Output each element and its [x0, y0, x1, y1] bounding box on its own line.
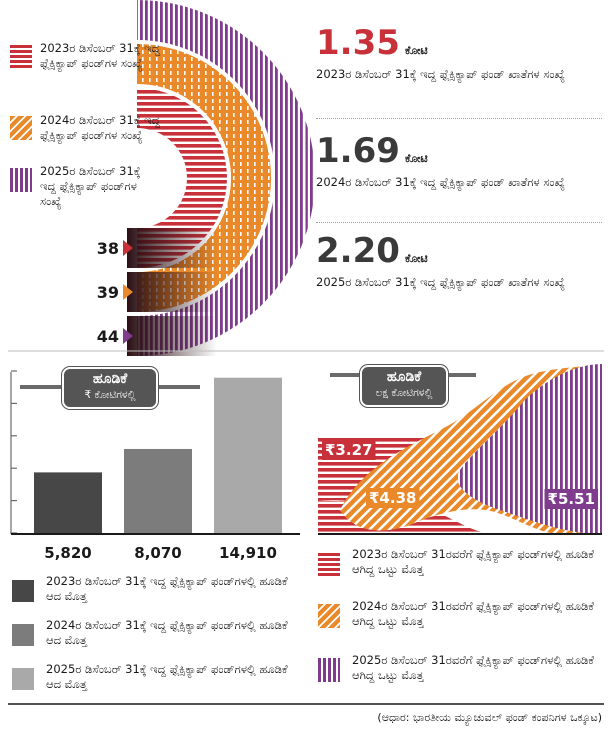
accounts-2025-text: 2025ರ ಡಿಸೆಂಬರ್ 31ಕ್ಕೆ ಇದ್ದ ಫ್ಲೆಕ್ಸಿಕ್ಯಾಪ… [316, 275, 565, 289]
aum-label-bg-2025 [544, 489, 598, 509]
fund-count-labels: 38 39 44 [97, 239, 133, 346]
aum-legend-2025: 2025ರ ಡಿಸೆಂಬರ್ 31ರವರೆಗೆ ಫ್ಲೆಕ್ಸಿಕ್ಯಾಪ್ ಫ… [352, 653, 594, 682]
inflow-legend-swatch-2025 [12, 668, 34, 690]
aum-label-2023: ₹3.27 [325, 441, 372, 459]
fund-count-arcs [127, 0, 315, 356]
legend-swatch-2025 [10, 168, 32, 192]
inflow-bar-2024 [124, 448, 192, 533]
inflow-bar-2025 [214, 377, 282, 533]
accounts-2024-text: 2024ರ ಡಿಸೆಂಬರ್ 31ಕ್ಕೆ ಇದ್ದ ಫ್ಲೆಕ್ಸಿಕ್ಯಾಪ… [316, 175, 565, 189]
legend-swatch-2024 [10, 116, 32, 140]
arc-marker-2024 [123, 284, 133, 300]
aum-title-pill: ಹೂಡಿಕೆ ಲಕ್ಷ ಕೋಟಿಗಳಲ್ಲಿ [359, 364, 449, 408]
accounts-2024-value: 1.69 [316, 131, 400, 171]
accounts-separator-1 [316, 118, 602, 119]
aum-value-labels: ₹3.27 ₹4.38 ₹5.51 [322, 440, 598, 509]
source-note: (ಆಧಾರ: ಭಾರತೀಯ ಮ್ಯೂಚುವಲ್ ಫಂಡ್ ಕಂಪನಿಗಳ ಒಕ್… [377, 711, 602, 724]
arc-2024 [137, 44, 271, 312]
arc-tail-2025 [127, 316, 217, 356]
accounts-2024: 1.69 ಕೋಟಿ [316, 134, 428, 168]
inflow-bar-chart [10, 370, 300, 535]
aum-unit: ಲಕ್ಷ ಕೋಟಿಗಳಲ್ಲಿ [375, 387, 433, 399]
legend-count-2024: 2024ರ ಡಿಸೆಂಬರ್ 31ಕ್ಕೆ ಇದ್ದ ಫ್ಲೆಕ್ಸಿಕ್ಯಾಪ… [40, 113, 161, 142]
aum-title: ಹೂಡಿಕೆ [386, 369, 422, 385]
accounts-2025-value: 2.20 [316, 231, 400, 271]
inflow-unit: ₹ ಕೋಟಿಗಳಲ್ಲಿ [84, 389, 136, 401]
inflow-label-2023: 5,820 [44, 544, 91, 562]
legend-swatch-2023 [10, 44, 32, 68]
inflow-legend-swatch-2023 [12, 580, 34, 602]
accounts-2023: 1.35 ಕೋಟಿ [316, 26, 428, 60]
inflow-legend-2024: 2024ರ ಡಿಸೆಂಬರ್ 31ಕ್ಕೆ ಇದ್ದ ಫ್ಲೆಕ್ಸಿಕ್ಯಾಪ… [46, 618, 288, 647]
accounts-2023-unit: ಕೋಟಿ [404, 44, 428, 57]
aum-label-bg-2024 [366, 488, 420, 508]
arc-label-2023: 38 [97, 239, 119, 258]
accounts-2023-text: 2023ರ ಡಿಸೆಂಬರ್ 31ಕ್ಕೆ ಇದ್ದ ಫ್ಲೆಕ್ಸಿಕ್ಯಾಪ… [316, 67, 565, 81]
inflow-bars [34, 377, 282, 533]
accounts-2025-unit: ಕೋಟಿ [404, 252, 428, 265]
inflow-legend-2023: 2023ರ ಡಿಸೆಂಬರ್ 31ಕ್ಕೆ ಇದ್ದ ಫ್ಲೆಕ್ಸಿಕ್ಯಾಪ… [46, 574, 288, 603]
inflow-value-labels: 5,820 8,070 14,910 [44, 544, 277, 562]
arc-tail-2024 [127, 272, 217, 312]
arc-label-2025: 44 [97, 327, 119, 346]
legend-count-2023: 2023ರ ಡಿಸೆಂಬರ್ 31ಕ್ಕೆ ಇದ್ದ ಫ್ಲೆಕ್ಸಿಕ್ಯಾಪ… [40, 41, 161, 70]
arc-2025 [137, 0, 315, 356]
accounts-2023-value: 1.35 [316, 23, 400, 63]
arc-tail-2023 [127, 228, 217, 268]
inflow-label-2025: 14,910 [219, 544, 277, 562]
arc-label-2024: 39 [97, 283, 119, 302]
legend-count-2025: 2025ರ ಡಿಸೆಂಬರ್ 31ಕ್ಕೆ ಇದ್ದ ಫ್ಲೆಕ್ಸಿಕ್ಯಾಪ… [40, 164, 141, 208]
inflow-legend-swatch-2024 [12, 624, 34, 646]
aum-label-bg-2023 [322, 440, 376, 460]
aum-label-2025: ₹5.51 [548, 490, 595, 508]
inflow-legend-2025: 2025ರ ಡಿಸೆಂಬರ್ 31ಕ್ಕೆ ಇದ್ದ ಫ್ಲೆಕ್ಸಿಕ್ಯಾಪ… [46, 662, 288, 691]
inflow-title: ಹೂಡಿಕೆ [92, 371, 128, 387]
aum-legend-2024: 2024ರ ಡಿಸೆಂಬರ್ 31ರವರೆಗೆ ಫ್ಲೆಕ್ಸಿಕ್ಯಾಪ್ ಫ… [352, 599, 594, 628]
aum-legend-swatch-2025 [318, 658, 340, 682]
accounts-separator-2 [316, 222, 602, 223]
inflow-bar-2023 [34, 472, 102, 533]
accounts-2024-unit: ಕೋಟಿ [404, 152, 428, 165]
accounts-2025: 2.20 ಕೋಟಿ [316, 234, 428, 268]
aum-legend-swatch-2024 [318, 604, 340, 628]
inflow-y-ticks [11, 370, 17, 534]
arc-marker-2023 [123, 240, 133, 256]
arc-marker-2025 [123, 328, 133, 344]
inflow-label-2024: 8,070 [134, 544, 181, 562]
aum-legend-swatch-2023 [318, 552, 340, 576]
inflow-title-pill: ಹೂಡಿಕೆ ₹ ಕೋಟಿಗಳಲ್ಲಿ [61, 366, 159, 410]
aum-legend-2023: 2023ರ ಡಿಸೆಂಬರ್ 31ರವರೆಗೆ ಫ್ಲೆಕ್ಸಿಕ್ಯಾಪ್ ಫ… [352, 547, 594, 576]
arc-2023 [137, 88, 227, 268]
aum-label-2024: ₹4.38 [369, 489, 416, 507]
